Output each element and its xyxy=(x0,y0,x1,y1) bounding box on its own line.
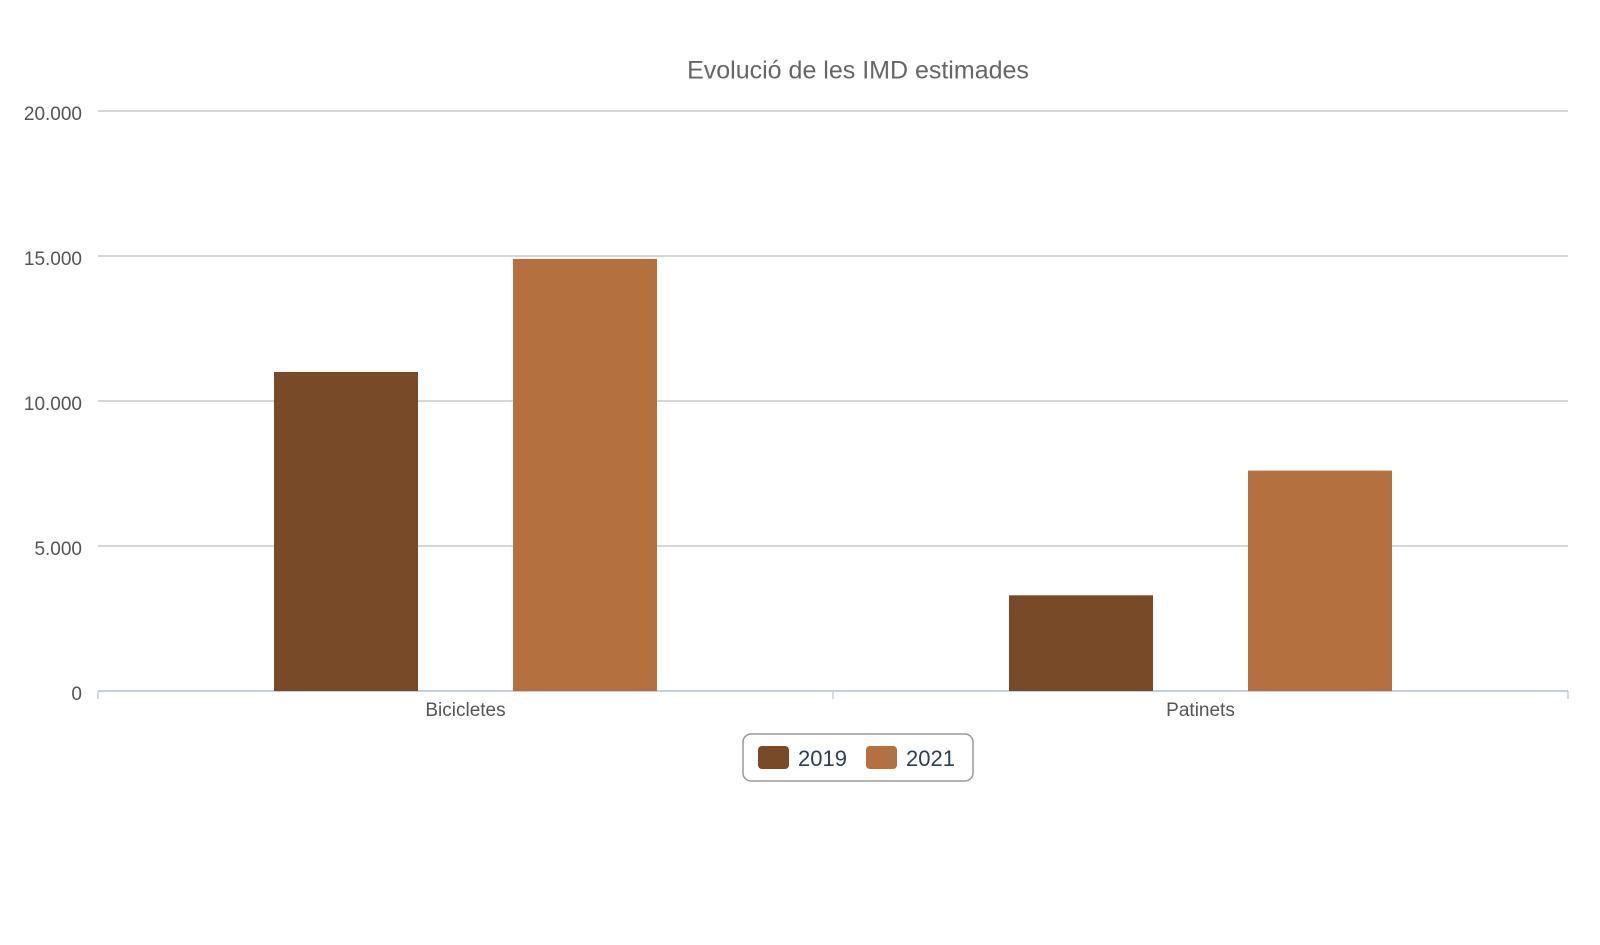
y-tick-label: 5.000 xyxy=(34,539,82,560)
legend-label[interactable]: 2019 xyxy=(798,746,847,771)
bar xyxy=(1009,595,1153,691)
y-tick-label: 10.000 xyxy=(24,394,82,415)
y-tick-label: 0 xyxy=(71,684,82,705)
chart-title: Evolució de les IMD estimades xyxy=(687,57,1029,85)
y-tick-label: 15.000 xyxy=(24,249,82,270)
x-tick-label: Patinets xyxy=(1166,700,1235,721)
bar xyxy=(513,258,657,691)
bar xyxy=(274,372,418,691)
bar xyxy=(1248,470,1392,691)
legend-box xyxy=(742,733,974,782)
x-tick-label: Bicicletes xyxy=(425,700,505,721)
legend-swatch[interactable] xyxy=(758,746,789,769)
legend-swatch[interactable] xyxy=(866,746,897,769)
y-tick-label: 20.000 xyxy=(24,104,82,125)
legend-label[interactable]: 2021 xyxy=(906,746,955,771)
